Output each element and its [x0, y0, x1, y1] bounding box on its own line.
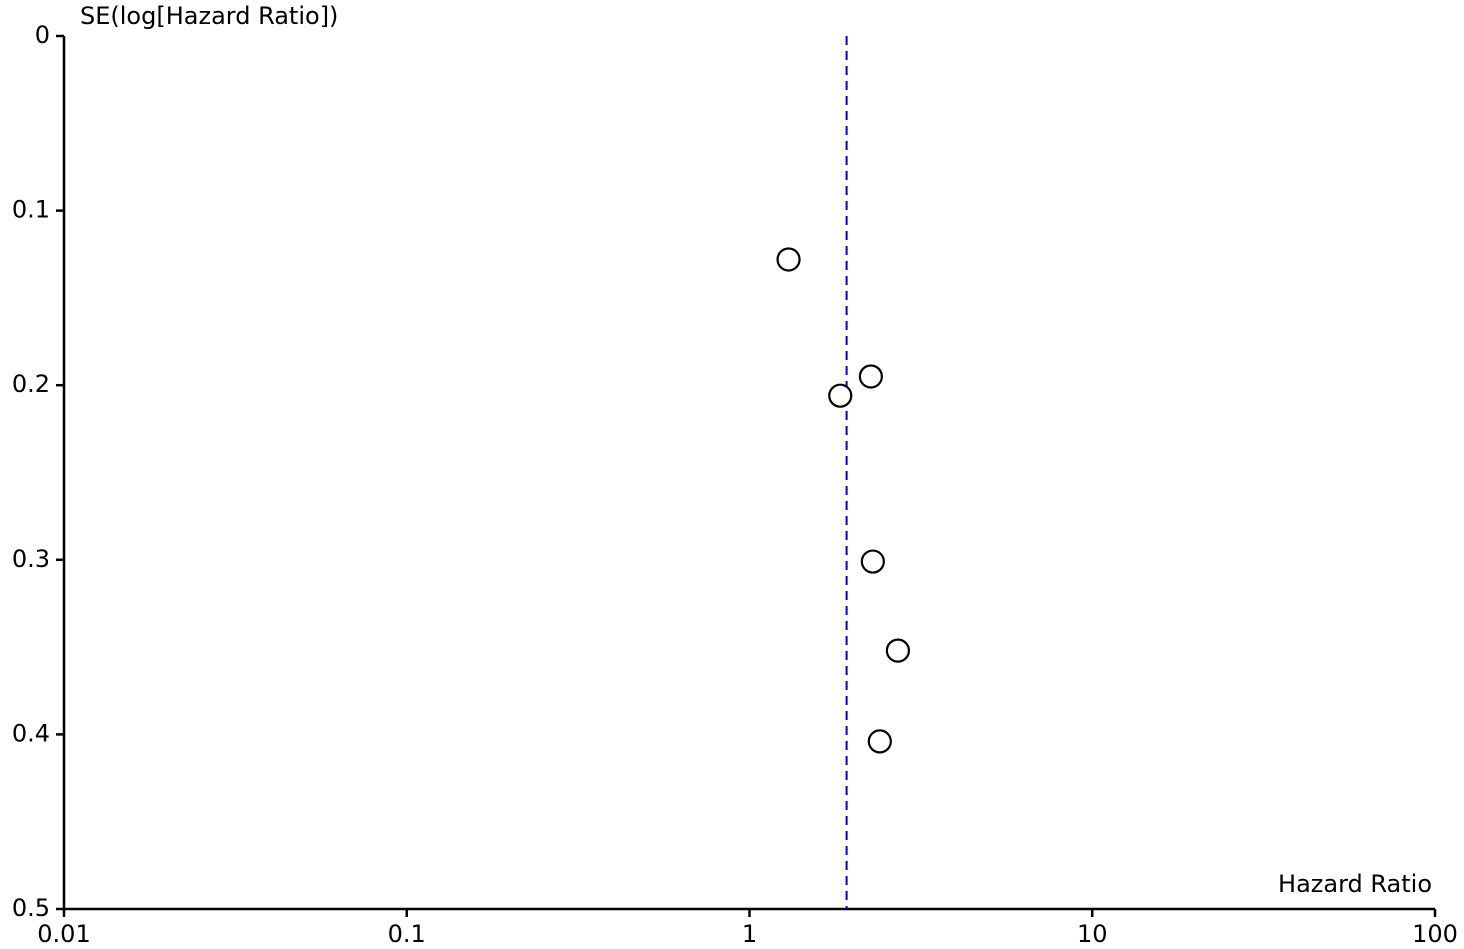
x-tick-label: 1 [742, 920, 757, 948]
y-tick-label: 0.5 [12, 894, 50, 922]
x-tick-label: 0.1 [388, 920, 426, 948]
point [867, 729, 892, 754]
point [885, 638, 911, 663]
x-axis-label: Hazard Ratio [1278, 870, 1432, 898]
point [776, 247, 801, 272]
x-tick-label: 100 [1412, 920, 1458, 948]
x-tick-label: 10 [1077, 920, 1108, 948]
y-tick-label: 0.3 [12, 545, 50, 573]
y-tick-label: 0.1 [12, 196, 50, 224]
point [860, 549, 885, 574]
y-tick-label: 0.2 [12, 370, 50, 398]
y-tick-label: 0.4 [12, 719, 50, 747]
x-tick-label: 0.01 [37, 920, 90, 948]
y-tick-label: 0 [35, 21, 50, 49]
point [828, 383, 853, 408]
y-axis-label: SE(log[Hazard Ratio]) [80, 2, 338, 30]
point [858, 364, 883, 389]
